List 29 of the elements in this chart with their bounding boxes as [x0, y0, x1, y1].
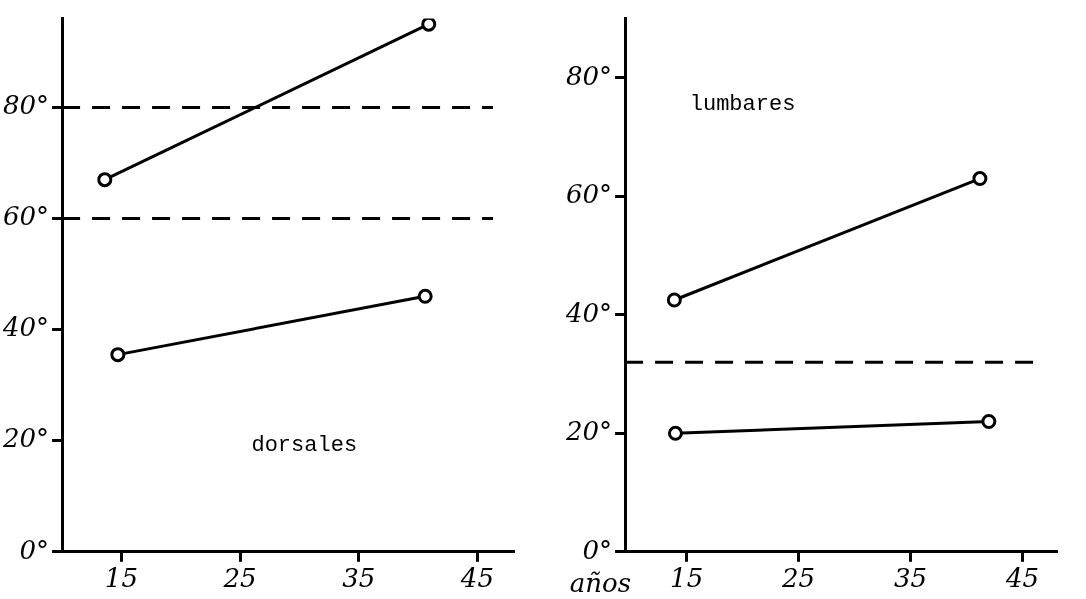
- point: [421, 18, 437, 32]
- point: [97, 172, 113, 188]
- y-tick-label: 40°: [1, 312, 50, 343]
- x-tick-label: 45: [1004, 563, 1039, 594]
- point: [981, 413, 997, 429]
- y-tick-label: 60°: [2, 201, 50, 232]
- x-tick-label: 35: [893, 563, 928, 594]
- point: [417, 288, 433, 304]
- point: [972, 171, 988, 187]
- x-axis-title: años: [569, 567, 632, 598]
- x-tick-label: 25: [222, 563, 257, 594]
- y-tick-label: 20°: [1, 423, 50, 454]
- x-tick-label: 25: [781, 563, 816, 594]
- point: [666, 292, 682, 308]
- y-tick-label: 20°: [564, 416, 613, 447]
- annotation: lumbares: [689, 91, 796, 117]
- x-tick-label: 15: [670, 563, 704, 594]
- y-tick-label: 0°: [19, 534, 50, 565]
- x-tick-label: 45: [459, 563, 494, 594]
- y-tick-label: 0°: [582, 534, 613, 565]
- x-tick-label: 35: [342, 563, 376, 594]
- y-tick-label: 80°: [565, 60, 613, 91]
- annotation: dorsales: [251, 432, 358, 458]
- point: [667, 425, 683, 441]
- x-tick-label: 15: [104, 563, 138, 594]
- point: [110, 347, 126, 363]
- y-tick-label: 40°: [564, 297, 613, 328]
- y-tick-label: 80°: [2, 90, 50, 121]
- y-tick-label: 60°: [565, 179, 613, 210]
